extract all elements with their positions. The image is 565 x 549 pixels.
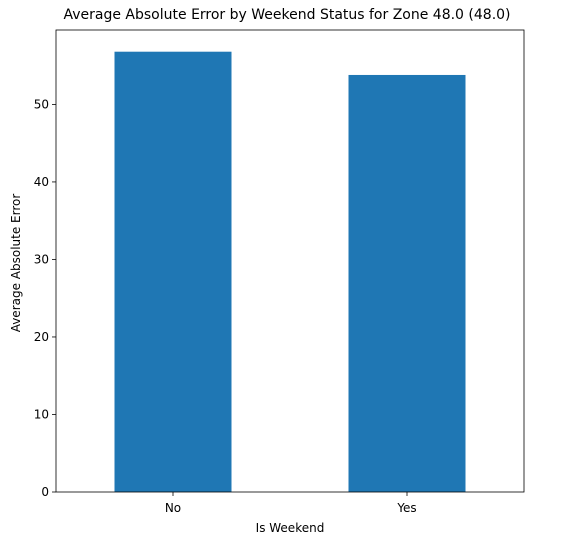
y-tick-label: 40 — [34, 175, 49, 189]
plot-area: No Yes 0 10 20 30 40 50 — [34, 29, 525, 515]
x-axis-label: Is Weekend — [256, 521, 325, 535]
y-tick-label: 0 — [41, 485, 49, 499]
chart-title: Average Absolute Error by Weekend Status… — [63, 7, 510, 23]
x-tick-label: Yes — [396, 501, 416, 515]
y-tick-label: 50 — [34, 97, 49, 111]
plot-frame — [55, 29, 525, 493]
x-tick-label: No — [165, 501, 181, 515]
y-tick-label: 20 — [34, 330, 49, 344]
bar-no — [114, 51, 232, 492]
bar-yes — [348, 74, 466, 493]
y-tick-label: 30 — [34, 252, 49, 266]
y-tick-label: 10 — [34, 407, 49, 421]
y-axis-label: Average Absolute Error — [9, 194, 23, 333]
